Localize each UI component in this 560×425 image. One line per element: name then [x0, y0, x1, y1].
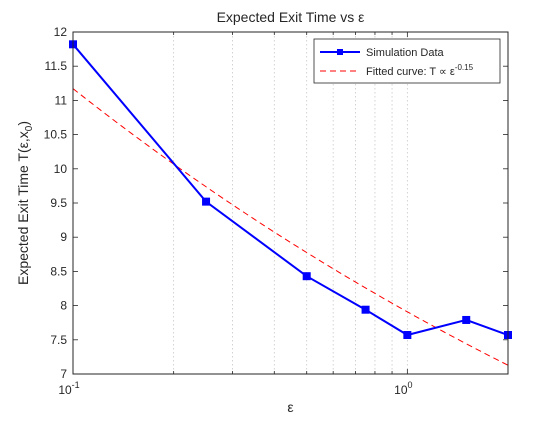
y-tick-label: 11 — [55, 93, 68, 107]
legend: Simulation Data Fitted curve: T ∝ ε-0.15 — [313, 38, 501, 84]
data-point-marker — [403, 331, 412, 340]
y-tick-label: 9.5 — [50, 196, 67, 210]
chart-title: Expected Exit Time vs ε — [217, 9, 365, 25]
y-tick-label: 8.5 — [50, 264, 67, 278]
legend-box — [313, 38, 501, 84]
grid — [173, 32, 408, 374]
legend-simulation-label: Simulation Data — [366, 47, 445, 59]
ticks: 10-1 100 7 7.5 8 8.5 9 9.5 10 10.5 11 11.5 12 — [44, 25, 509, 397]
legend-fit-label: Fitted curve: T ∝ ε-0.15 — [366, 63, 474, 78]
y-tick-label: 10 — [54, 162, 68, 176]
y-tick-label: 11.5 — [45, 59, 68, 73]
data-point-marker — [462, 315, 471, 324]
x-axis-label: ε — [287, 399, 293, 415]
x-tick-label: 10-1 — [58, 380, 79, 397]
legend-simulation-marker — [337, 49, 343, 55]
y-tick-label: 7.5 — [50, 333, 67, 347]
plot-area — [73, 32, 508, 374]
y-tick-label: 9 — [60, 230, 67, 244]
y-tick-label: 10.5 — [44, 128, 68, 142]
x-tick-label: 100 — [394, 380, 412, 397]
data-point-marker — [302, 272, 311, 281]
data-point-marker — [361, 305, 370, 314]
data-point-marker — [202, 197, 211, 206]
y-tick-label: 12 — [54, 25, 68, 39]
y-tick-label: 8 — [60, 299, 67, 313]
y-axis-label: Expected Exit Time T(ε,x0) — [15, 121, 35, 285]
y-tick-label: 7 — [60, 367, 67, 381]
